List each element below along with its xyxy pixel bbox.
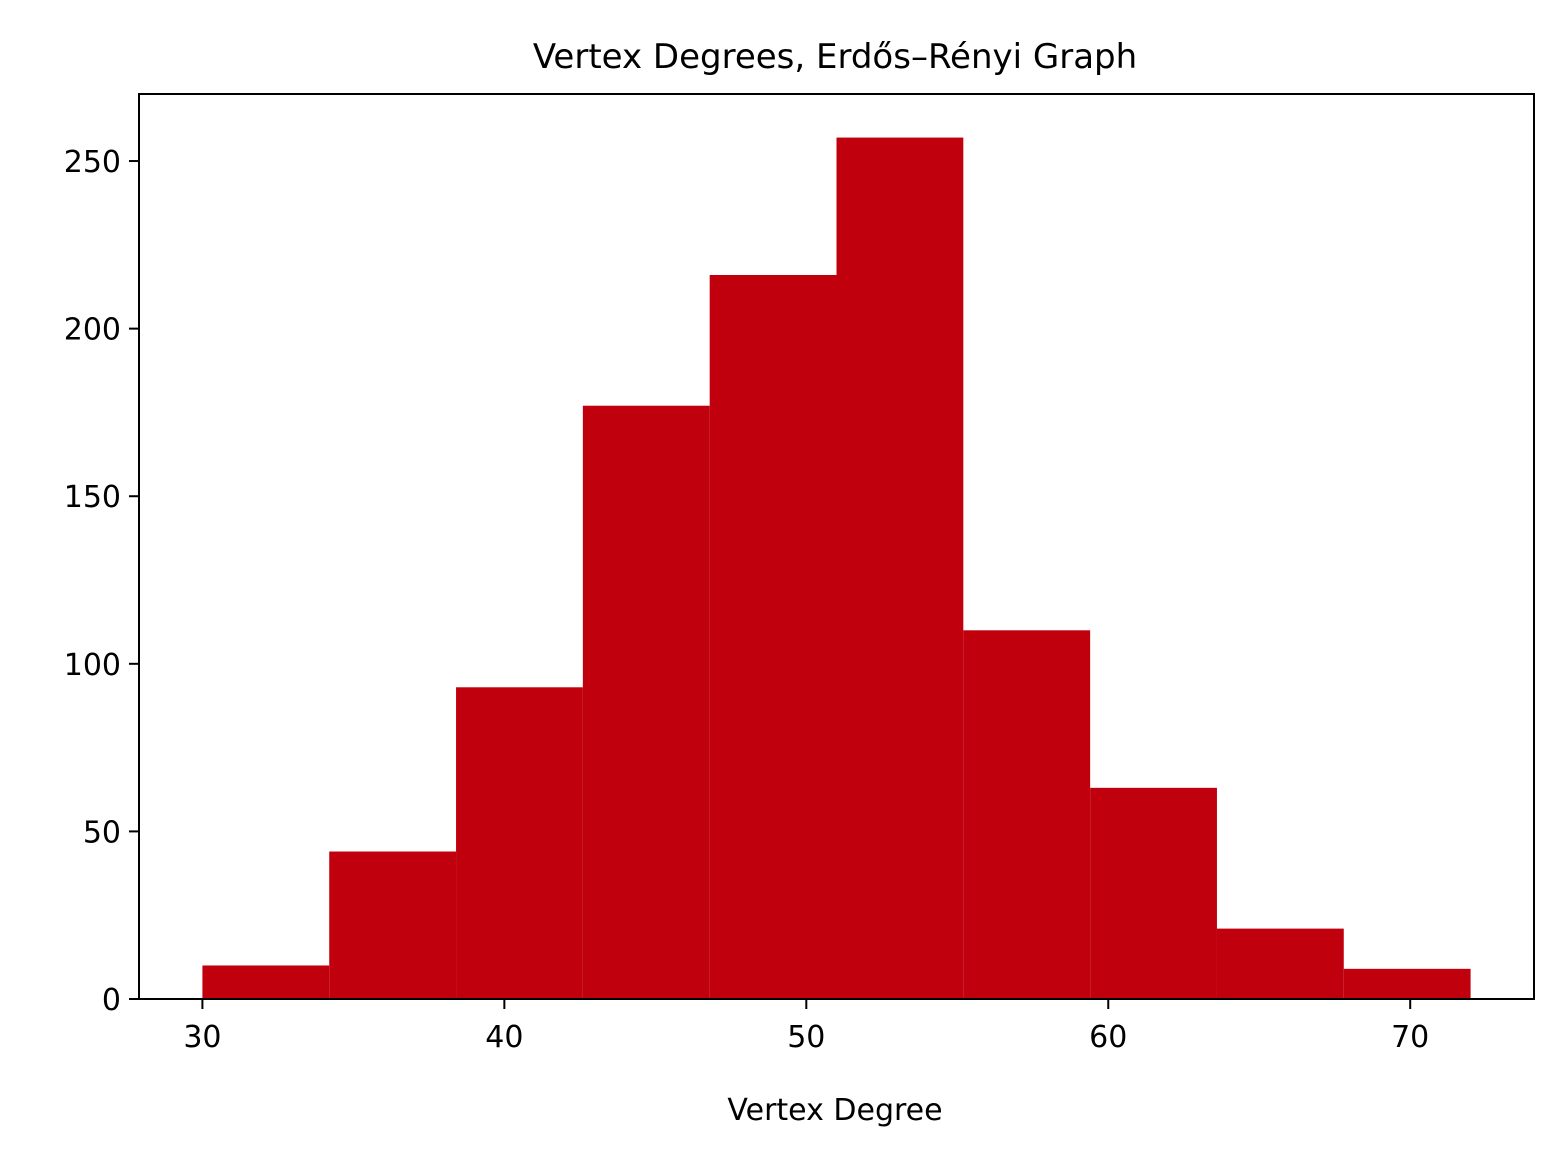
x-axis: 30 40 50 60 70 (183, 999, 1429, 1055)
chart-title: Vertex Degrees, Erdős–Rényi Graph (533, 37, 1137, 77)
histogram-bar (836, 137, 964, 999)
x-tick-label: 70 (1391, 1020, 1429, 1055)
y-axis: 0 50 100 150 200 250 (64, 145, 139, 1018)
x-tick-label: 50 (787, 1020, 825, 1055)
histogram-bar (456, 687, 583, 999)
x-tick-label: 40 (485, 1020, 523, 1055)
histogram-bar (1216, 928, 1344, 999)
y-tick-label: 100 (64, 648, 121, 683)
histogram-bar (709, 275, 837, 999)
y-tick-label: 0 (102, 983, 121, 1018)
y-tick-label: 150 (64, 480, 121, 515)
histogram-bar (329, 851, 457, 999)
histogram-bar (1090, 787, 1217, 999)
histogram-bar (202, 965, 330, 999)
plot-frame (138, 93, 1535, 1000)
y-tick-label: 50 (83, 815, 121, 850)
x-tick-label: 30 (183, 1020, 221, 1055)
histogram-bar (963, 630, 1091, 999)
histogram-bar (1343, 968, 1471, 999)
bars-group (202, 137, 1471, 1000)
x-axis-label: Vertex Degree (727, 1093, 942, 1128)
y-tick-label: 200 (64, 313, 121, 348)
y-tick-label: 250 (64, 145, 121, 180)
histogram-bar (582, 405, 710, 1000)
x-tick-label: 60 (1089, 1020, 1127, 1055)
